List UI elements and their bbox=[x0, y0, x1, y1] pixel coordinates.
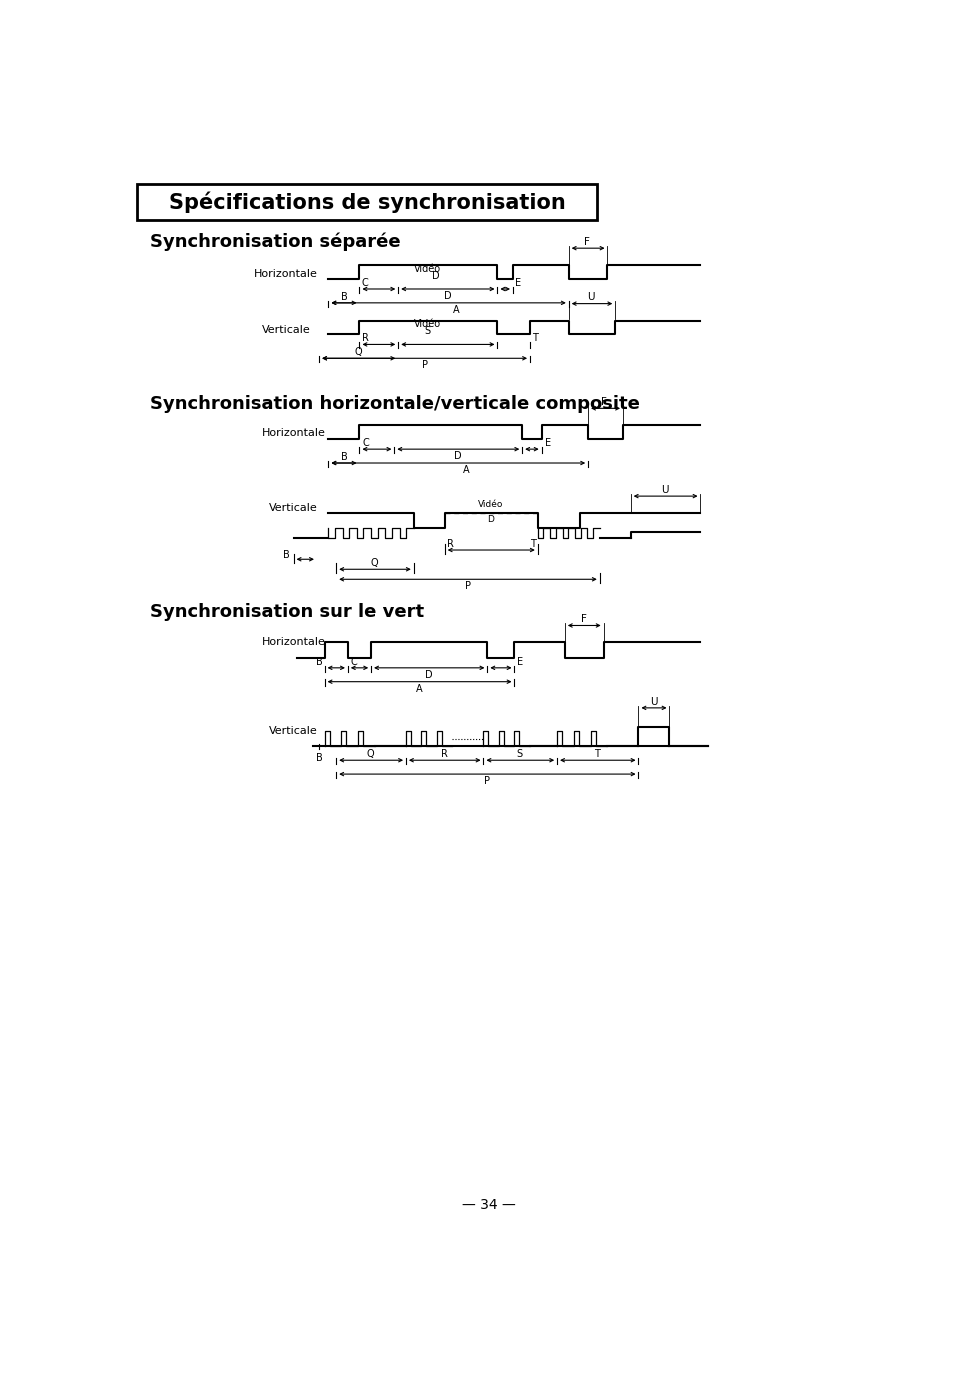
Text: A: A bbox=[416, 684, 422, 694]
Text: Vidéo: Vidéo bbox=[414, 264, 441, 273]
Text: Synchronisation horizontale/verticale composite: Synchronisation horizontale/verticale co… bbox=[150, 394, 639, 412]
Text: S: S bbox=[424, 326, 431, 336]
FancyBboxPatch shape bbox=[137, 183, 597, 221]
Text: E: E bbox=[517, 657, 522, 666]
Text: F: F bbox=[600, 397, 607, 407]
Text: A: A bbox=[453, 305, 459, 315]
Text: U: U bbox=[587, 293, 595, 303]
Text: C: C bbox=[350, 657, 356, 666]
Text: Synchronisation séparée: Synchronisation séparée bbox=[150, 233, 400, 251]
Text: T: T bbox=[594, 750, 599, 759]
Text: P: P bbox=[483, 776, 489, 786]
Text: Verticale: Verticale bbox=[269, 726, 317, 736]
Text: U: U bbox=[650, 697, 657, 706]
Text: R: R bbox=[447, 539, 454, 548]
Text: S: S bbox=[517, 750, 522, 759]
Text: Vidéo: Vidéo bbox=[477, 500, 502, 509]
Text: P: P bbox=[464, 582, 471, 591]
Text: T: T bbox=[531, 333, 537, 343]
Text: Q: Q bbox=[370, 558, 377, 568]
Text: E: E bbox=[515, 278, 521, 287]
Text: C: C bbox=[361, 278, 368, 287]
Text: Horizontale: Horizontale bbox=[253, 269, 317, 279]
Text: — 34 —: — 34 — bbox=[461, 1198, 516, 1212]
Text: Q: Q bbox=[355, 347, 362, 357]
Text: Vidéo: Vidéo bbox=[414, 319, 441, 329]
Text: R: R bbox=[361, 333, 368, 343]
Text: B: B bbox=[340, 291, 347, 301]
Text: P: P bbox=[421, 361, 427, 371]
Text: Horizontale: Horizontale bbox=[261, 637, 325, 647]
Text: T: T bbox=[529, 539, 535, 548]
Text: Q: Q bbox=[366, 750, 374, 759]
Text: Verticale: Verticale bbox=[269, 502, 317, 512]
Text: D: D bbox=[431, 271, 438, 280]
Text: U: U bbox=[660, 484, 668, 496]
Text: Verticale: Verticale bbox=[261, 325, 310, 335]
Text: D: D bbox=[425, 670, 433, 680]
Text: Synchronisation sur le vert: Synchronisation sur le vert bbox=[150, 602, 424, 620]
Text: B: B bbox=[315, 657, 322, 666]
Text: B: B bbox=[283, 550, 290, 559]
Text: F: F bbox=[584, 237, 590, 247]
Text: C: C bbox=[362, 439, 369, 448]
Text: D: D bbox=[443, 291, 451, 301]
Text: F: F bbox=[580, 615, 586, 625]
Text: A: A bbox=[462, 465, 469, 475]
Text: B: B bbox=[340, 452, 347, 462]
Text: D: D bbox=[487, 515, 494, 523]
Text: Horizontale: Horizontale bbox=[261, 428, 325, 439]
Text: E: E bbox=[544, 439, 550, 448]
Text: R: R bbox=[441, 750, 448, 759]
Text: B: B bbox=[315, 752, 322, 763]
Text: D: D bbox=[454, 451, 461, 461]
Text: Spécifications de synchronisation: Spécifications de synchronisation bbox=[169, 192, 565, 212]
